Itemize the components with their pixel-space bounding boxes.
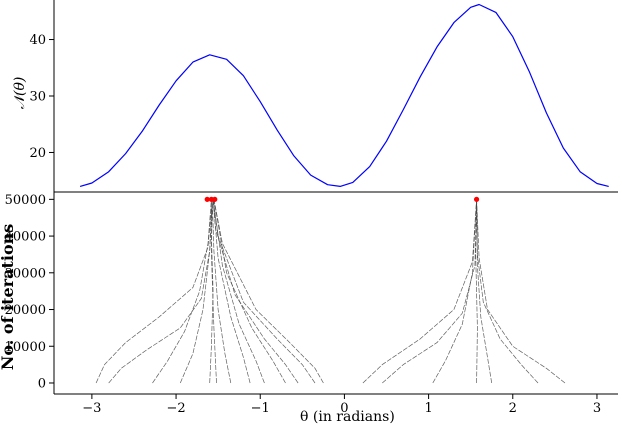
x-tick-label: 3	[593, 401, 601, 416]
trajectory-line	[362, 199, 477, 384]
x-tick-label: −1	[251, 401, 270, 416]
endpoint-markers	[204, 196, 480, 202]
x-tick-label: 0	[340, 401, 348, 416]
trajectory-line	[212, 199, 299, 384]
top-y-tick-label: 20	[29, 146, 46, 161]
top-series-group	[79, 3, 609, 187]
trajectory-line	[108, 199, 213, 384]
endpoint-marker	[204, 196, 210, 202]
trajectory-line	[212, 199, 251, 384]
bottom-y-tick-label: 0	[38, 376, 46, 391]
x-tick-label: 1	[424, 401, 432, 416]
endpoint-marker	[473, 196, 480, 202]
bottom-y-tick-label: 10000	[5, 340, 46, 355]
trajectory-line	[476, 199, 539, 384]
n-theta-curve	[79, 3, 609, 187]
endpoint-marker	[212, 196, 218, 202]
bottom-y-ticks: 0 10000 20000 30000 40000 50000	[5, 193, 54, 391]
top-y-tick-label: 40	[29, 33, 46, 48]
top-panel: 20 30 40 𝒩(θ)	[12, 0, 609, 192]
trajectory-line	[382, 199, 477, 384]
trajectory-line	[211, 199, 232, 384]
bottom-y-tick-label: 20000	[5, 303, 46, 318]
trajectory-line	[179, 199, 213, 384]
bottom-y-axis-label: No. of iterations	[0, 224, 17, 371]
x-tick-label: −2	[166, 401, 185, 416]
bottom-x-ticks: −3 −2 −1 0 1 2 3	[82, 394, 601, 416]
top-y-axis-label: 𝒩(θ)	[12, 77, 28, 110]
trajectory-line	[432, 199, 477, 384]
x-tick-label: 2	[509, 401, 517, 416]
bottom-y-tick-label: 50000	[5, 193, 46, 208]
bottom-y-tick-label: 40000	[5, 230, 46, 245]
trajectory-line	[212, 199, 265, 384]
bottom-y-tick-label: 30000	[5, 266, 46, 281]
trajectory-line	[211, 199, 217, 384]
x-axis-label: θ (in radians)	[300, 409, 395, 425]
trajectory-line	[476, 199, 566, 384]
trajectory-line	[475, 199, 478, 384]
trajectory-line	[95, 199, 213, 384]
top-y-tick-label: 30	[29, 90, 46, 105]
trajectory-line	[152, 199, 212, 384]
trajectory-line	[212, 199, 316, 384]
trajectory-line	[213, 199, 286, 384]
x-tick-label: −3	[82, 401, 101, 416]
top-y-ticks: 20 30 40	[29, 33, 54, 161]
trajectory-line	[213, 199, 324, 384]
bottom-panel: 0 10000 20000 30000 40000 50000 −3 −2 −1 0 1 2 3 No…	[0, 192, 618, 425]
trajectory-lines	[95, 199, 566, 384]
